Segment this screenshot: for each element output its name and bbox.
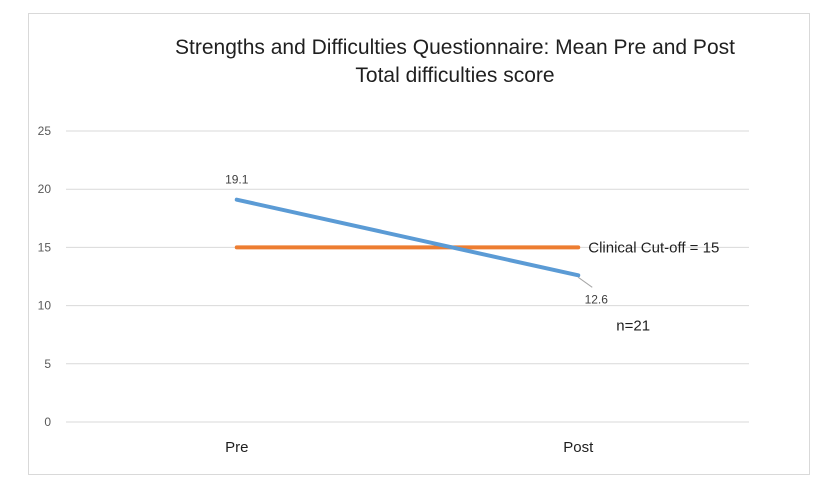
x-category-label-post: Post [563,439,594,456]
chart-title-line-1: Strengths and Difficulties Questionnaire… [175,36,735,59]
y-tick-label-10: 10 [38,299,52,313]
series-lines [234,197,581,278]
y-axis-ticks: 0 5 10 15 20 25 [38,124,52,429]
data-labels: 19.1 12.6 [225,173,608,307]
chart-frame: Strengths and Difficulties Questionnaire… [28,13,810,475]
chart-title-line-2: Total difficulties score [355,64,554,87]
data-label-leader-post [577,276,593,288]
cutoff-annotation: Clinical Cut-off = 15 [588,239,719,256]
y-tick-label-25: 25 [38,124,52,138]
data-label-pre: 19.1 [225,173,249,187]
x-category-label-pre: Pre [225,439,248,456]
mean-score-series-line [234,197,581,278]
y-tick-label-20: 20 [38,182,52,196]
gridlines [66,130,749,423]
data-label-post: 12.6 [585,292,609,306]
x-axis-categories: Pre Post [225,439,594,456]
sample-size-annotation: n=21 [616,317,650,334]
y-tick-label-15: 15 [38,240,52,254]
y-tick-label-5: 5 [44,357,51,371]
y-tick-label-0: 0 [44,415,51,429]
line-chart: Strengths and Difficulties Questionnaire… [38,36,749,456]
